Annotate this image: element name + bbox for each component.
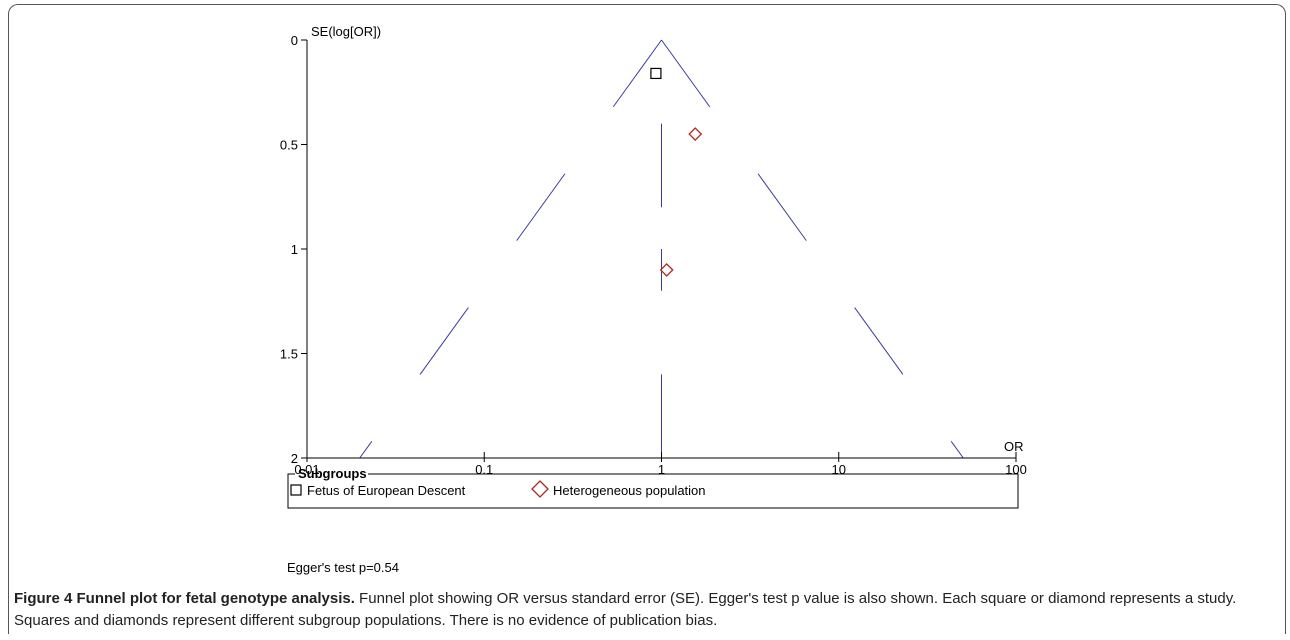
- y-tick-label: 0.5: [280, 138, 298, 153]
- egger-test-annotation: Egger's test p=0.54: [287, 560, 399, 575]
- funnel-lines: [359, 39, 964, 459]
- legend-label-european: Fetus of European Descent: [307, 483, 466, 498]
- y-tick-label: 2: [291, 451, 298, 466]
- funnel-right-limit: [661, 39, 711, 108]
- legend-title: Subgroups: [298, 466, 367, 481]
- legend-square-marker: [290, 484, 302, 496]
- y-tick-label: 1: [291, 242, 298, 257]
- x-tick-label: 0.01: [294, 462, 319, 477]
- y-axis-title: SE(log[OR]): [311, 24, 381, 39]
- axes: 0 0.5 1 1.5 20.01 0.1 1 10 100: [280, 33, 1027, 477]
- funnel-right-limit: [854, 307, 904, 375]
- funnel-left-limit: [612, 39, 662, 108]
- study-point-square: [650, 67, 662, 80]
- x-tick-label: 100: [1005, 462, 1027, 477]
- legend: Subgroups Fetus of European Descent Hete…: [287, 466, 1019, 509]
- funnel-left-limit: [516, 173, 566, 241]
- funnel-left-limit: [419, 307, 469, 375]
- legend-diamond-marker: [531, 480, 549, 498]
- x-tick-label: 0.1: [475, 462, 493, 477]
- figure-frame: [8, 4, 1286, 634]
- x-axis-title: OR: [1004, 439, 1024, 454]
- funnel-right-limit: [950, 440, 964, 459]
- legend-label-heterogeneous: Heterogeneous population: [553, 483, 706, 498]
- y-tick-label: 1.5: [280, 347, 298, 362]
- y-tick-label: 0: [291, 33, 298, 48]
- study-point-diamond: [688, 127, 703, 141]
- x-tick-label: 1: [658, 462, 665, 477]
- study-point-diamond: [659, 262, 674, 277]
- funnel-right-limit: [757, 173, 807, 241]
- x-tick-label: 10: [832, 462, 846, 477]
- funnel-left-limit: [359, 440, 373, 459]
- caption-title: Figure 4 Funnel plot for fetal genotype …: [14, 590, 355, 607]
- data-points: [650, 67, 703, 277]
- figure-caption: Figure 4 Funnel plot for fetal genotype …: [14, 588, 1276, 632]
- caption-text: Funnel plot showing OR versus standard e…: [14, 590, 1237, 629]
